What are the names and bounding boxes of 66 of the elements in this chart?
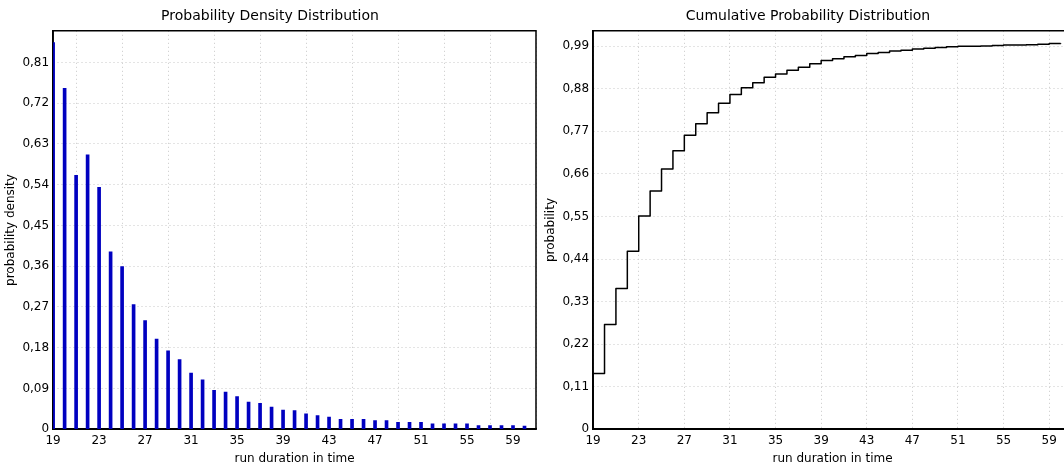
x-tick-label: 47 bbox=[904, 432, 921, 447]
bar bbox=[488, 425, 492, 430]
bar bbox=[143, 320, 147, 430]
x-tick-label: 31 bbox=[183, 432, 199, 447]
x-tick-label: 23 bbox=[91, 432, 107, 447]
x-tick-label: 27 bbox=[137, 432, 153, 447]
y-tick-label: 0,44 bbox=[562, 251, 590, 266]
bar bbox=[327, 416, 331, 430]
x-tick-label: 31 bbox=[722, 432, 738, 447]
y-axis-title: probability bbox=[543, 197, 558, 263]
x-tick-label: 55 bbox=[995, 432, 1012, 447]
bar bbox=[442, 423, 446, 430]
x-tick-label: 35 bbox=[229, 432, 245, 447]
y-tick-label: 0,66 bbox=[562, 166, 590, 181]
bar bbox=[212, 389, 216, 430]
y-axis-title: probability density bbox=[3, 174, 18, 286]
y-tick-label: 0,81 bbox=[22, 54, 50, 69]
x-tick-label: 59 bbox=[505, 432, 521, 447]
y-tick-label: 0,88 bbox=[562, 80, 590, 95]
x-tick-label: 43 bbox=[321, 432, 337, 447]
y-tick-label: 0,11 bbox=[562, 378, 590, 393]
y-tick-label: 0,36 bbox=[22, 258, 50, 273]
y-tick-label: 0,54 bbox=[22, 176, 50, 191]
bar bbox=[120, 266, 124, 430]
x-tick-label: 51 bbox=[950, 432, 966, 447]
y-tick-label: 0,45 bbox=[22, 217, 50, 232]
y-tick-label: 0,09 bbox=[22, 380, 50, 395]
bar bbox=[396, 422, 400, 430]
bar bbox=[430, 423, 435, 430]
bar bbox=[350, 418, 354, 430]
bar bbox=[166, 350, 170, 430]
x-tick-label: 39 bbox=[275, 432, 291, 447]
x-tick-label: 27 bbox=[676, 432, 692, 447]
bar bbox=[419, 422, 423, 430]
y-tick-label: 0,77 bbox=[562, 123, 590, 138]
x-axis-title: run duration in time bbox=[234, 450, 355, 465]
x-tick-label: 35 bbox=[767, 432, 784, 447]
x-tick-label: 23 bbox=[631, 432, 647, 447]
x-tick-label: 55 bbox=[459, 432, 475, 447]
x-tick-label: 39 bbox=[813, 432, 829, 447]
bar bbox=[97, 187, 101, 430]
chart-title: Probability Density Distribution bbox=[161, 7, 379, 24]
x-tick-label: 47 bbox=[367, 432, 383, 447]
bar bbox=[235, 396, 239, 430]
x-tick-label: 59 bbox=[1041, 432, 1057, 447]
bar bbox=[465, 423, 469, 430]
bar bbox=[74, 174, 78, 430]
y-tick-label: 0,33 bbox=[562, 293, 590, 308]
bar bbox=[373, 420, 377, 430]
bar bbox=[511, 425, 515, 430]
y-tick-label: 0,72 bbox=[22, 95, 50, 110]
chart-title: Cumulative Probability Distribution bbox=[685, 7, 931, 24]
y-tick-label: 0,99 bbox=[562, 38, 590, 53]
y-tick-label: 0,18 bbox=[22, 339, 50, 354]
y-tick-label: 0,27 bbox=[22, 299, 50, 314]
y-tick-label: 0,22 bbox=[562, 336, 590, 351]
bar bbox=[453, 423, 458, 430]
bar bbox=[304, 413, 308, 430]
x-axis-title: run duration in time bbox=[772, 450, 893, 465]
y-tick-label: 0,55 bbox=[562, 208, 590, 223]
x-tick-label: 43 bbox=[859, 432, 875, 447]
bar bbox=[189, 372, 193, 430]
x-tick-label: 51 bbox=[413, 432, 429, 447]
bar bbox=[281, 409, 285, 430]
bar bbox=[258, 403, 262, 430]
y-tick-label: 0,63 bbox=[22, 136, 50, 151]
